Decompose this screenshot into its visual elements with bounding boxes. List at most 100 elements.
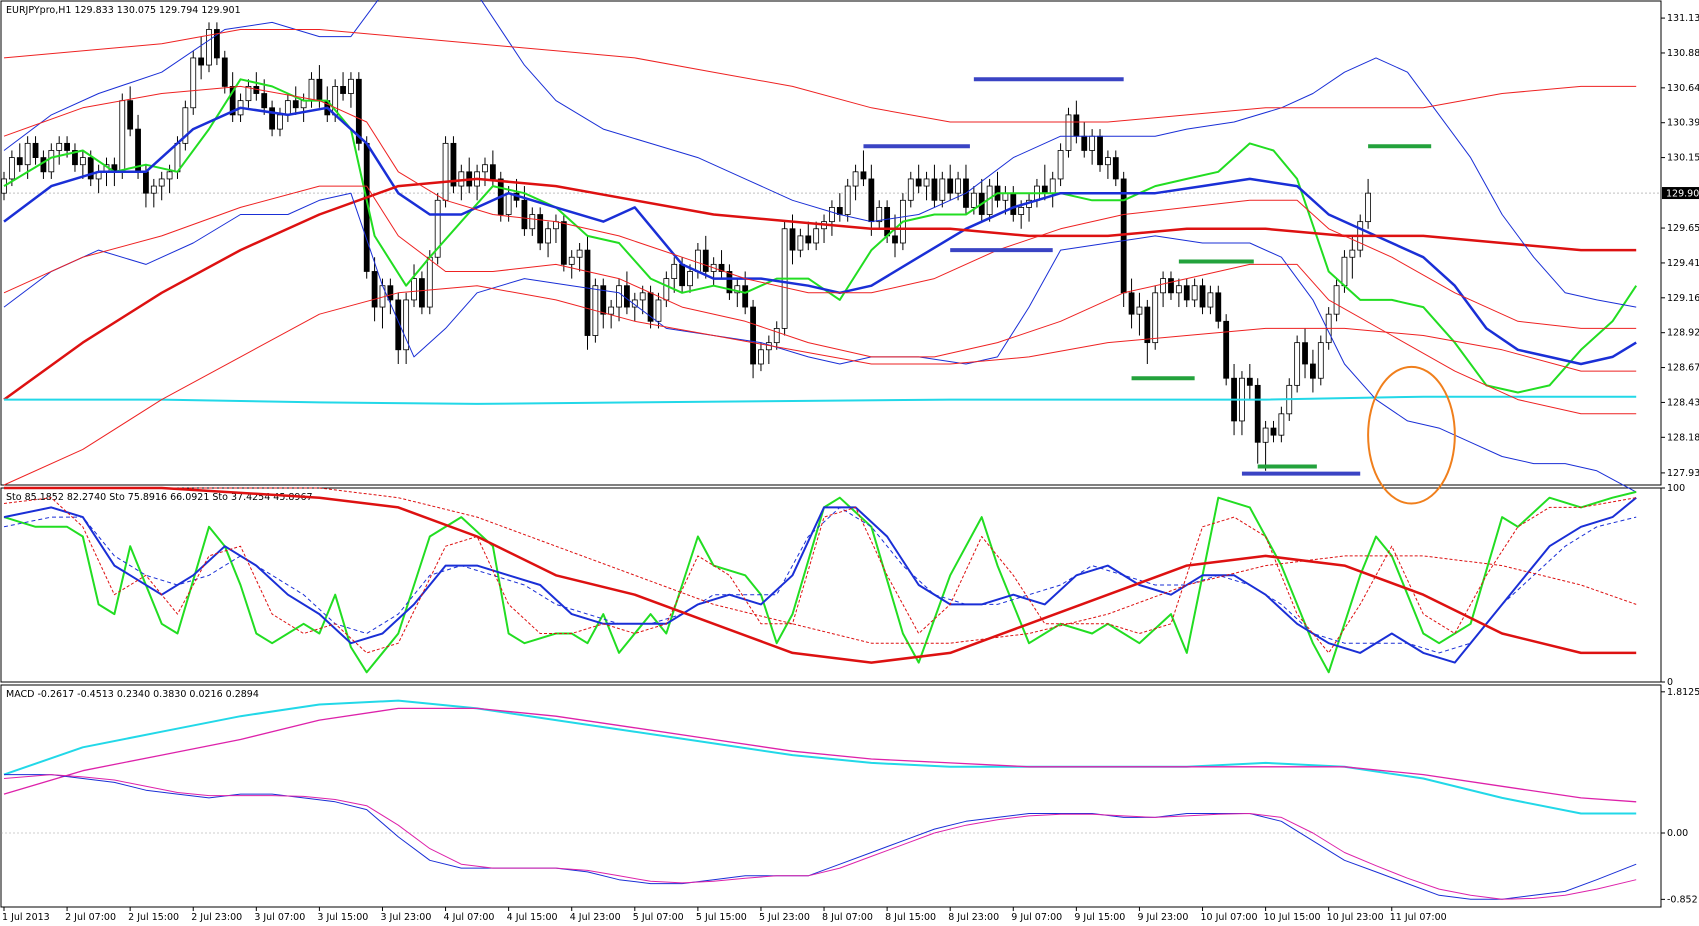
x-tick-label: 9 Jul 15:00 [1074,912,1125,923]
candle-body [805,235,812,244]
candle [1262,420,1269,471]
candle-body [631,299,638,308]
series-line [4,395,1637,405]
series-line [3,185,1637,415]
candle [797,228,804,258]
candle [16,143,23,172]
candle-body [1128,292,1135,315]
candle-body [1081,135,1088,151]
y-tick-label: 128.185 [1667,432,1699,443]
series-line [3,496,1637,664]
candle-body [300,100,307,109]
candle-body [1065,114,1072,151]
candle-body [1152,292,1159,344]
candle-body [87,157,94,180]
candle [829,200,835,236]
candle-body [198,57,205,66]
candle-body [915,178,922,187]
candle-body [1262,427,1269,443]
candle-body [1254,384,1261,443]
candle [1317,335,1324,386]
candle-body [190,57,197,109]
candle-body [1215,292,1222,322]
candle [923,171,930,201]
series-line [3,29,1637,123]
candle [292,86,299,115]
candle [852,164,859,201]
candle-body [56,142,63,151]
candle-body [947,178,954,194]
candle-body [442,142,449,201]
candle-body [1199,285,1206,308]
candle-body [206,29,212,66]
candle-body [79,157,86,166]
price-panel[interactable]: EURJPYpro,H1 129.833 130.075 129.794 129… [0,0,1662,486]
candle-body [284,100,291,116]
candle [1270,420,1277,443]
candle-body [419,278,425,308]
stochastic-header: Sto 85.1852 82.2740 Sto 75.8916 66.0921 … [6,492,313,503]
candle-body [663,278,670,301]
y-tick-label: 0.00 [1667,828,1688,839]
candle [1215,285,1222,329]
x-tick-label: 8 Jul 15:00 [885,912,936,923]
candle-body [72,150,78,166]
candle-body [1105,157,1111,166]
candle [206,22,212,73]
candle [150,178,157,208]
candle-body [1112,157,1119,180]
candle [1278,406,1285,443]
candle-body [734,285,741,294]
chart-marks [1,0,1661,900]
candle-body [1010,192,1017,215]
candle [860,150,867,187]
candle-body [931,178,938,201]
candle-body [150,185,157,194]
candle [1128,278,1135,329]
candle [529,207,536,236]
candle [1057,143,1064,187]
candle [1223,314,1230,386]
candle [915,164,922,194]
candle-body [371,271,378,308]
series-line [4,487,1637,644]
candle [127,86,134,137]
stochastic-panel[interactable]: Sto 85.1852 82.2740 Sto 75.8916 66.0921 … [0,487,1662,683]
candle-body [64,142,70,151]
candle-body [1365,192,1372,223]
series-line [3,177,1637,401]
candle [939,171,946,208]
candle [584,235,591,350]
y-tick-label: -0.852 [1667,894,1698,905]
y-tick-label: 129.655 [1667,223,1699,234]
x-tick-label: 2 Jul 15:00 [128,912,179,923]
candle-body [750,306,756,365]
candle [631,292,638,322]
candle-body [639,292,646,301]
macd-panel[interactable]: MACD -0.2617 -0.4513 0.2340 0.3830 0.021… [0,684,1662,908]
macd-header: MACD -0.2617 -0.4513 0.2340 0.3830 0.021… [6,689,259,700]
candle-body [1207,292,1214,308]
candle-body [261,93,268,109]
candle-body [529,214,536,230]
candle-body [797,235,804,251]
candle [1246,364,1253,400]
candle-body [1144,306,1151,344]
candle-body [40,157,47,173]
candle [805,221,812,251]
x-tick-label: 1 Jul 2013 [2,912,50,923]
candle [411,264,417,308]
candle-body [1041,185,1048,194]
candle-body [892,235,898,244]
series-line [3,699,1637,815]
candle-body [143,171,149,194]
candle [734,278,741,308]
x-tick-label: 2 Jul 23:00 [191,912,242,923]
candle-body [537,214,544,244]
candle-body [1018,207,1025,215]
candle-body [1136,306,1143,315]
candle [521,186,528,236]
candle [892,214,898,258]
candle-body [482,164,488,173]
